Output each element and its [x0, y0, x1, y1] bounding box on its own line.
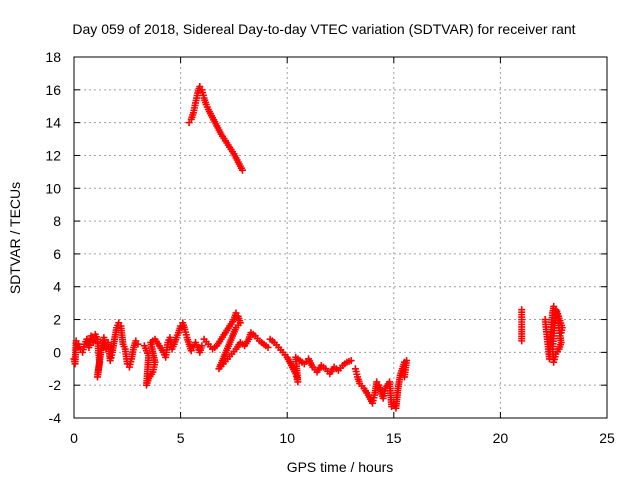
- data-point: [198, 342, 206, 350]
- data-point: [557, 329, 565, 337]
- ticks: [73, 56, 608, 419]
- plot-frame: [73, 56, 608, 419]
- y-tick-label: 6: [53, 246, 61, 262]
- series-arc-high: [185, 83, 246, 174]
- y-tick-label: 0: [53, 344, 61, 360]
- y-tick-label: 10: [45, 180, 61, 196]
- series-band-6-9h: [200, 309, 272, 373]
- y-tick-label: 4: [53, 279, 61, 295]
- y-tick-label: 16: [45, 82, 61, 98]
- series-band-9-13h: [266, 335, 355, 386]
- x-tick-label: 20: [493, 430, 509, 446]
- x-tick-label: 25: [599, 430, 615, 446]
- grid: [74, 57, 607, 418]
- data-point: [134, 340, 142, 348]
- series-loop-22h: [541, 302, 566, 366]
- y-tick-label: 8: [53, 213, 61, 229]
- x-tick-label: 15: [386, 430, 402, 446]
- x-tick-label: 5: [177, 430, 185, 446]
- y-tick-label: 2: [53, 312, 61, 328]
- data-points: [70, 83, 566, 412]
- data-point: [518, 337, 526, 345]
- series-band-3-6h: [140, 319, 206, 389]
- chart-title: Day 059 of 2018, Sidereal Day-to-day VTE…: [72, 21, 575, 37]
- data-point: [264, 343, 272, 351]
- plot-border: [73, 56, 608, 419]
- y-tick-label: -4: [49, 410, 62, 426]
- y-axis-label: SDTVAR / TECUs: [7, 182, 23, 294]
- data-point: [400, 373, 408, 381]
- series-band-0-3h: [70, 319, 142, 381]
- series-arc-21h: [518, 306, 526, 345]
- x-tick-label: 0: [70, 430, 78, 446]
- x-axis-label: GPS time / hours: [287, 459, 394, 475]
- data-point: [347, 357, 355, 365]
- y-tick-label: 14: [45, 115, 61, 131]
- y-tick-label: -2: [49, 377, 62, 393]
- y-tick-label: 12: [45, 147, 61, 163]
- x-tick-label: 10: [279, 430, 295, 446]
- y-tick-label: 18: [45, 49, 61, 65]
- tick-labels: 0 5 10 15 20 25 -4 -2 0 2 4 6 8 10 12 14 16 18: [45, 49, 615, 446]
- series-band-13-16h: [351, 357, 411, 412]
- data-point: [238, 166, 246, 174]
